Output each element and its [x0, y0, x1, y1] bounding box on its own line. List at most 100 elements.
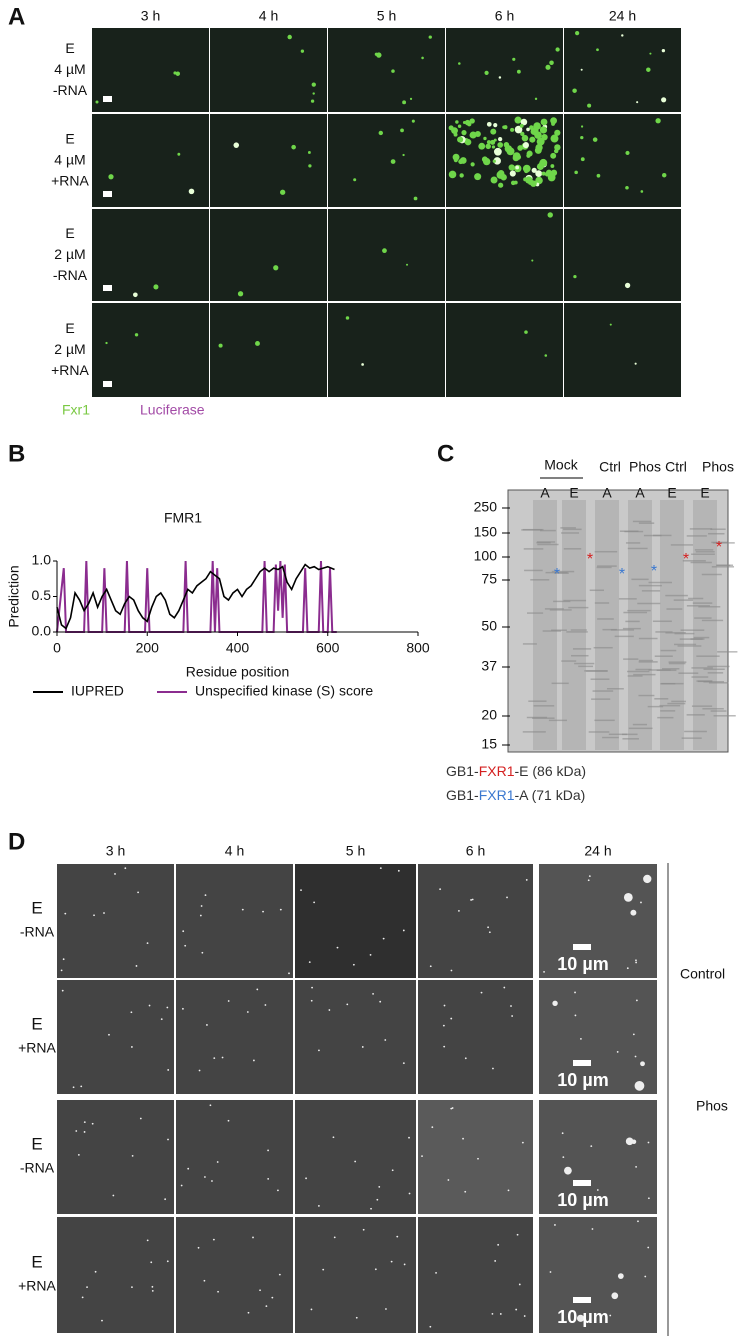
particle — [148, 1004, 151, 1007]
caption-part: GB1- — [446, 763, 479, 779]
particle — [643, 874, 652, 884]
particle — [428, 35, 432, 39]
mw-label: 50 — [481, 618, 497, 634]
band — [571, 654, 589, 657]
row-label: -RNA — [20, 924, 55, 940]
band — [712, 542, 735, 544]
particle — [551, 121, 556, 126]
particle — [212, 1238, 215, 1241]
legend-entry: Fxr1 — [62, 402, 90, 418]
particle — [550, 164, 555, 168]
particle — [384, 1039, 387, 1041]
lane-header: Phos — [702, 459, 734, 475]
particle — [256, 988, 259, 991]
band — [686, 605, 710, 607]
particle — [574, 170, 578, 175]
particle — [218, 343, 223, 348]
particle — [575, 31, 580, 36]
micrograph — [176, 1217, 293, 1333]
band — [563, 548, 582, 550]
particle — [635, 999, 638, 1002]
particle — [474, 130, 481, 138]
particle — [547, 212, 553, 218]
column-header: 6 h — [466, 843, 485, 859]
band — [707, 672, 724, 674]
particle — [150, 1261, 153, 1264]
band — [689, 528, 713, 530]
particle — [661, 97, 667, 103]
particle — [634, 362, 637, 365]
particle — [621, 34, 624, 37]
particle — [213, 1057, 216, 1060]
band — [657, 716, 674, 719]
band — [688, 597, 704, 600]
band — [524, 569, 543, 572]
band — [707, 665, 730, 668]
band — [638, 584, 662, 587]
particle — [262, 910, 264, 913]
band — [703, 668, 725, 670]
micrograph — [539, 1217, 657, 1333]
particle — [524, 330, 528, 334]
particle — [311, 82, 316, 87]
particle — [521, 134, 529, 142]
particle — [391, 1169, 394, 1172]
band — [696, 655, 720, 657]
particle — [661, 172, 667, 178]
particle — [487, 926, 490, 929]
band — [527, 612, 544, 614]
micrograph — [564, 303, 681, 397]
particle — [105, 341, 108, 345]
particle — [644, 1275, 647, 1278]
particle — [413, 196, 418, 201]
band — [701, 573, 722, 576]
particle — [259, 1289, 261, 1292]
lane-label: E — [700, 485, 709, 501]
y-tick-label: 0.5 — [32, 587, 52, 603]
particle — [378, 1185, 381, 1188]
particle — [379, 867, 382, 870]
particle — [526, 127, 530, 132]
band — [627, 547, 648, 550]
particle — [197, 1246, 200, 1249]
band — [703, 681, 725, 683]
particle — [478, 142, 486, 150]
particle — [580, 135, 584, 140]
band — [691, 705, 713, 707]
particle — [458, 62, 461, 65]
particle — [464, 1190, 467, 1193]
legend-entry: Luciferase — [140, 402, 205, 418]
particle — [450, 1017, 453, 1020]
x-tick-label: 400 — [226, 640, 250, 656]
band — [691, 667, 713, 669]
band — [614, 635, 634, 638]
micrograph — [328, 114, 445, 207]
particle — [520, 131, 525, 137]
particle — [182, 1007, 184, 1010]
band — [694, 617, 712, 619]
particle — [112, 1194, 115, 1197]
band — [643, 534, 662, 537]
particle — [390, 1260, 393, 1263]
particle — [247, 1311, 250, 1314]
band — [589, 589, 604, 592]
particle — [494, 1260, 497, 1262]
particle — [355, 1316, 358, 1319]
band — [693, 636, 710, 639]
particle — [635, 961, 638, 964]
particle — [527, 179, 534, 185]
particle — [167, 1069, 170, 1071]
particle — [221, 1056, 224, 1059]
particle — [307, 151, 311, 154]
particle — [61, 989, 64, 992]
micrograph — [564, 28, 681, 112]
band — [574, 662, 595, 665]
band — [652, 534, 672, 537]
particle — [252, 1236, 254, 1239]
band — [681, 737, 702, 739]
particle — [408, 1192, 411, 1195]
particle — [81, 1296, 84, 1299]
particle — [137, 891, 139, 894]
band — [668, 661, 687, 663]
band — [553, 600, 571, 603]
